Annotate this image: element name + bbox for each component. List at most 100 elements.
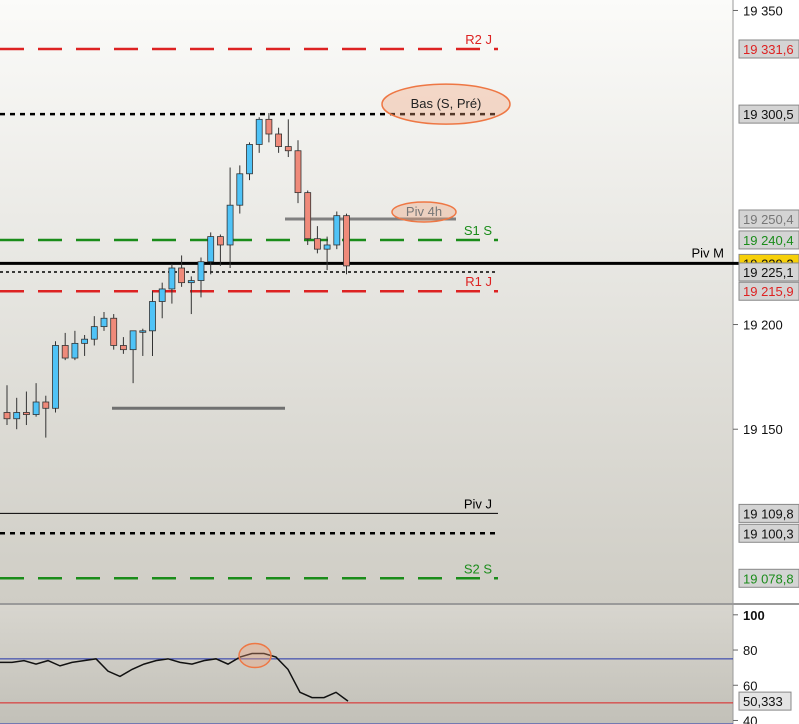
candle — [304, 190, 312, 245]
candle-body — [343, 215, 350, 267]
candle — [236, 165, 244, 214]
candle-body — [236, 173, 244, 206]
candle — [275, 127, 283, 153]
price-badge-label: 19 240,4 — [743, 233, 794, 248]
candle — [168, 263, 176, 304]
candle — [333, 211, 341, 250]
candle — [149, 291, 156, 356]
candle-body — [3, 412, 11, 420]
candle-body — [265, 118, 273, 135]
price-badge: 19 109,8 — [738, 503, 799, 523]
candle-body — [120, 345, 127, 351]
price-panel-background — [0, 0, 733, 603]
candle-body — [333, 215, 341, 246]
candle-body — [275, 133, 283, 147]
candle — [3, 385, 11, 426]
level-label: Piv J — [464, 496, 492, 511]
candle — [187, 276, 195, 315]
candle-body — [226, 204, 234, 246]
candle-body — [22, 412, 30, 415]
candle-body — [90, 326, 98, 340]
candle-body — [255, 118, 263, 145]
level-label: Piv 4h — [406, 204, 442, 219]
oscillator-line — [0, 652, 349, 702]
osc-tick-label: 40 — [743, 713, 757, 724]
candle — [265, 113, 273, 143]
candle-body — [304, 192, 312, 240]
candle-body — [313, 238, 321, 250]
osc-tick-label: 100 — [743, 608, 765, 623]
candle-body — [81, 338, 88, 344]
candle — [32, 383, 40, 417]
candle — [226, 167, 234, 268]
level-label: R2 J — [465, 32, 492, 47]
candle-body — [52, 345, 59, 409]
candle — [207, 232, 215, 275]
candle — [71, 330, 79, 361]
candle — [90, 316, 98, 346]
level-label: Piv M — [692, 245, 725, 260]
price-badge: 19 078,8 — [738, 568, 799, 588]
price-badge-label: 19 215,9 — [743, 284, 794, 299]
candle — [216, 234, 224, 266]
candle-body — [129, 330, 137, 351]
candle — [22, 391, 30, 426]
candle — [246, 142, 253, 181]
price-badge-box — [738, 503, 799, 523]
candle-body — [149, 301, 156, 332]
price-badge-box — [738, 262, 799, 282]
candle — [120, 337, 127, 354]
candle — [81, 335, 88, 356]
candle — [13, 397, 21, 430]
price-badge-box — [738, 230, 799, 250]
candle — [323, 236, 331, 271]
osc-tick-label: 80 — [743, 643, 757, 658]
candle — [294, 140, 302, 204]
candle-body — [100, 317, 108, 328]
price-badge-label: 19 100,3 — [743, 526, 794, 541]
oscillator-value-label: 50,333 — [743, 694, 783, 709]
price-badge: 19 240,4 — [738, 230, 799, 250]
y-tick-label: 19 350 — [743, 3, 783, 18]
price-badge: 19 250,4 — [738, 209, 799, 229]
oscillator-highlight-ellipse — [238, 642, 272, 669]
candle-body — [110, 317, 118, 346]
oscillator-value-box — [738, 691, 792, 711]
price-badge-box — [738, 39, 799, 59]
candle-body — [139, 330, 147, 333]
candle — [52, 341, 59, 413]
candle-body — [216, 236, 224, 246]
price-badge-box — [738, 104, 799, 124]
price-badge-label: 19 225,1 — [743, 265, 794, 280]
candle-body — [207, 236, 215, 263]
candle — [129, 330, 137, 384]
price-badge: 19 331,6 — [738, 39, 799, 59]
level-label: Bas (S, Pré) — [411, 96, 482, 111]
price-badge-label: 19 250,4 — [743, 212, 794, 227]
candle-body — [323, 244, 331, 250]
level-highlight-ellipse — [391, 201, 457, 223]
candle-body — [294, 150, 302, 194]
candle — [284, 119, 292, 158]
osc-tick-label: 60 — [743, 678, 757, 693]
candle-body — [61, 345, 69, 359]
candle-body — [158, 288, 166, 302]
price-badge-box — [738, 568, 799, 588]
price-badge: 19 225,1 — [738, 262, 799, 282]
candle — [61, 332, 69, 361]
price-badge-box — [738, 209, 799, 229]
candle-body — [197, 261, 205, 281]
candle — [255, 117, 263, 153]
candle — [197, 257, 205, 298]
y-tick-label: 19 150 — [743, 422, 783, 437]
candle-body — [42, 401, 50, 409]
price-badge: 19 300,5 — [738, 104, 799, 124]
price-badge: 19 100,3 — [738, 523, 799, 543]
price-badge-box — [738, 281, 799, 301]
level-label: R1 J — [465, 274, 492, 289]
candle — [100, 311, 108, 331]
price-badge-box — [738, 523, 799, 543]
y-tick-label: 19 200 — [743, 318, 783, 333]
